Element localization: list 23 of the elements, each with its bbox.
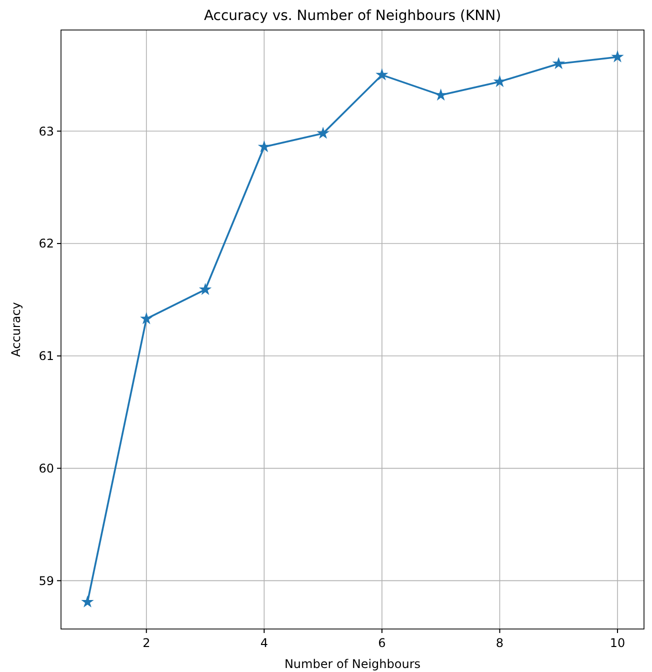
x-axis-title: Number of Neighbours	[284, 657, 421, 671]
x-tick-label: 2	[142, 636, 150, 650]
x-tick-label: 6	[378, 636, 386, 650]
x-tick-label: 4	[260, 636, 268, 650]
point	[258, 140, 271, 152]
y-tick-label: 61	[38, 349, 54, 364]
y-axis-title: Accuracy	[9, 302, 23, 357]
chart-title: Accuracy vs. Number of Neighbours (KNN)	[204, 8, 502, 24]
x-tick-label: 10	[610, 636, 626, 650]
x-tick-label: 8	[496, 636, 504, 650]
y-tick-label: 63	[38, 124, 54, 138]
y-tick-label: 60	[38, 461, 54, 476]
point	[140, 312, 153, 324]
point	[198, 282, 212, 296]
point	[611, 50, 624, 62]
point	[376, 68, 388, 80]
point	[316, 126, 330, 139]
point	[434, 88, 448, 101]
point	[493, 75, 506, 88]
point	[552, 57, 565, 70]
y-tick-label: 62	[38, 236, 54, 251]
point	[81, 595, 94, 608]
y-tick-label: 59	[38, 574, 54, 588]
